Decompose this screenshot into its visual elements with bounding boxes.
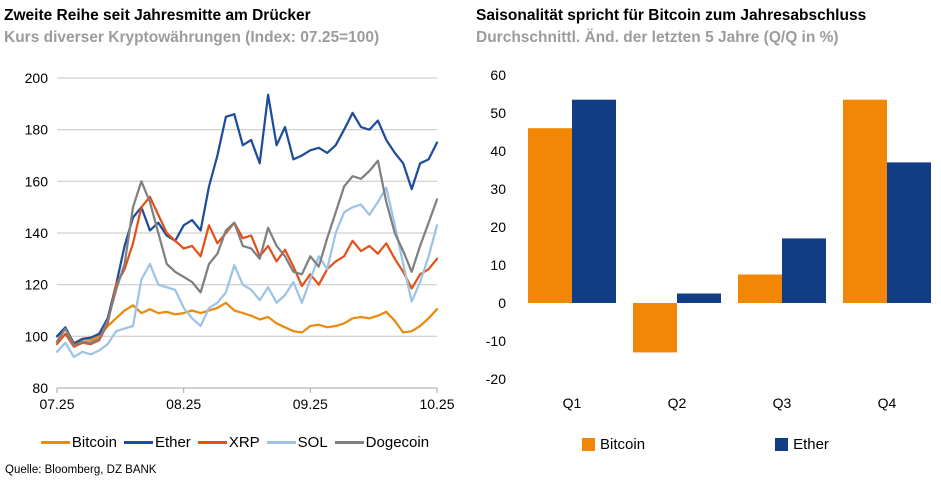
legend-label: Ether — [793, 436, 829, 453]
legend-label: Ether — [154, 434, 191, 451]
legend-label: Bitcoin — [71, 434, 117, 451]
y-axis-label: 160 — [25, 173, 49, 189]
series-line-ether — [55, 93, 439, 346]
bar-bitcoin-q3 — [738, 274, 782, 303]
legend-line-swatch — [266, 441, 296, 444]
y-axis-label: 120 — [25, 277, 49, 293]
series-line-xrp — [55, 195, 439, 348]
bar-ether-q4 — [887, 162, 931, 303]
legend-item-xrp: XRP — [197, 434, 260, 451]
category-label: Q4 — [878, 395, 897, 411]
bar-ether-q2 — [677, 293, 721, 303]
legend-label: Bitcoin — [600, 436, 646, 453]
series-line-bitcoin — [55, 301, 439, 344]
series-line-dogecoin — [55, 159, 439, 347]
crypto-index-line-chart: 80 100 120 140 160 180 200 07.25 08.25 09.25 10.25 — [25, 70, 455, 412]
y-axis-label: 10 — [490, 257, 506, 273]
bar-bitcoin-q1 — [528, 128, 572, 303]
legend-line-swatch — [40, 441, 70, 444]
x-axis-label: 08.25 — [166, 396, 201, 412]
y-axis-label: 80 — [32, 380, 48, 396]
legend-line-swatch — [334, 441, 364, 444]
bar-bitcoin-q4 — [843, 99, 887, 303]
y-axis-label: 180 — [25, 122, 49, 138]
y-axis-label: -10 — [486, 333, 506, 349]
right-chart-title: Saisonalität spricht für Bitcoin zum Jah… — [476, 7, 867, 24]
bar-ether-q3 — [782, 238, 826, 303]
bar-chart-legend: Bitcoin Ether — [470, 436, 941, 453]
y-axis-label: 140 — [25, 225, 49, 241]
bar-bitcoin-q2 — [633, 303, 677, 353]
legend-item-ether: Ether — [123, 434, 191, 451]
x-axis-label: 09.25 — [293, 396, 328, 412]
left-chart-subtitle: Kurs diverser Kryptowährungen (Index: 07… — [4, 29, 380, 46]
y-axis-label: 0 — [498, 295, 506, 311]
series-line-sol — [55, 186, 439, 359]
x-axis-label: 07.25 — [39, 396, 74, 412]
legend-item-sol: SOL — [266, 434, 328, 451]
y-axis-label: 100 — [25, 328, 49, 344]
category-label: Q1 — [563, 395, 582, 411]
legend-item-ether: Ether — [775, 436, 829, 453]
legend-line-swatch — [197, 441, 227, 444]
x-axis-label: 10.25 — [419, 396, 454, 412]
source-note: Quelle: Bloomberg, DZ BANK — [5, 464, 157, 476]
left-chart-title: Zweite Reihe seit Jahresmitte am Drücker — [4, 7, 311, 24]
right-chart-subtitle: Durchschnittl. Änd. der letzten 5 Jahre … — [476, 29, 839, 46]
y-axis-label: 200 — [25, 70, 49, 86]
legend-item-dogecoin: Dogecoin — [334, 434, 430, 451]
legend-item-bitcoin: Bitcoin — [40, 434, 117, 451]
y-axis-label: 20 — [490, 219, 506, 235]
legend-label: Dogecoin — [365, 434, 430, 451]
seasonality-bar-chart: 60 50 40 30 20 10 0 -10 -20 Q1 Q2 Q3 Q4 — [486, 67, 931, 411]
legend-square-swatch — [775, 438, 789, 451]
legend-square-swatch — [582, 438, 596, 451]
bar-ether-q1 — [572, 99, 616, 303]
legend-label: XRP — [228, 434, 260, 451]
category-label: Q2 — [668, 395, 687, 411]
legend-item-bitcoin: Bitcoin — [582, 436, 645, 453]
y-axis-label: -20 — [486, 371, 506, 387]
legend-label: SOL — [297, 434, 328, 451]
y-axis-label: 40 — [490, 143, 506, 159]
y-axis-label: 50 — [490, 105, 506, 121]
line-chart-legend: Bitcoin Ether XRP SOL Dogecoin — [0, 434, 470, 451]
legend-line-swatch — [123, 441, 153, 444]
y-axis-label: 30 — [490, 181, 506, 197]
y-axis-label: 60 — [490, 67, 506, 83]
category-label: Q3 — [773, 395, 792, 411]
